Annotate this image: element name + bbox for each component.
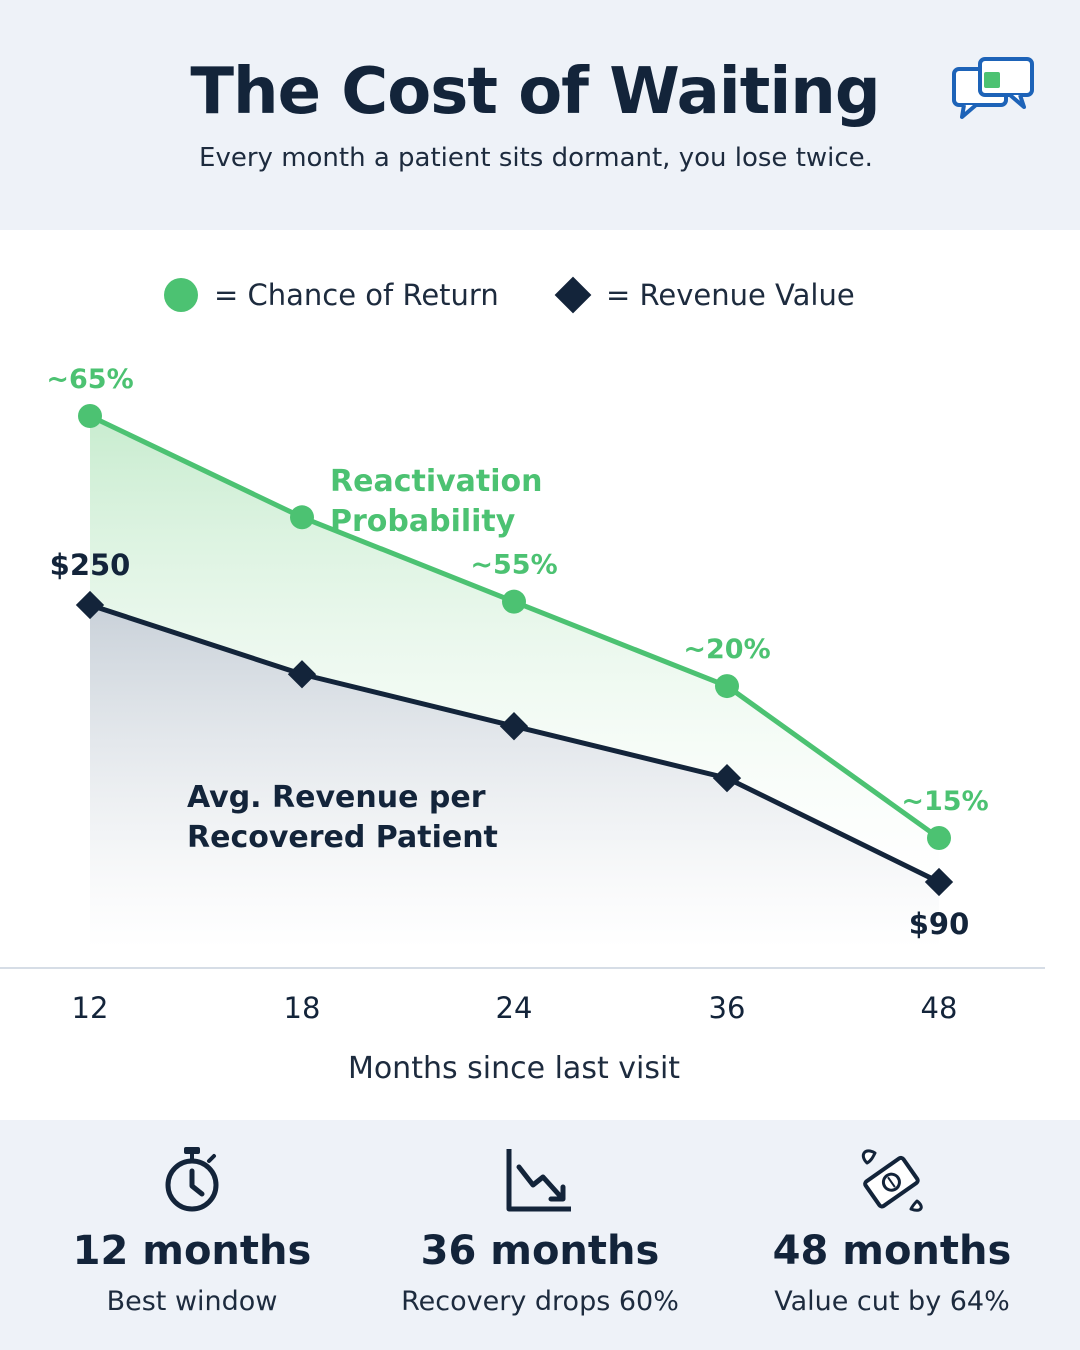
data-point-revenue-value	[287, 660, 317, 689]
legend-item-return: = Chance of Return	[164, 272, 499, 318]
data-label-chance-of-return: ~20%	[683, 634, 770, 665]
stat-label: Best window	[106, 1286, 278, 1317]
data-label-revenue-value: $250	[50, 548, 131, 582]
stat-recovery-drop: 36 months Recovery drops 60%	[360, 1120, 720, 1350]
data-point-chance-of-return	[927, 826, 951, 850]
line-chart: ~65% ~55% ~20% ~15% $250 $90 Reactivation Proba…	[0, 364, 1045, 1086]
stat-label: Recovery drops 60%	[401, 1286, 679, 1317]
revenue-area	[90, 605, 939, 948]
data-point-chance-of-return	[290, 505, 314, 530]
data-point-revenue-value	[75, 590, 105, 620]
x-tick-label: 18	[284, 991, 321, 1025]
stat-value-cut: 48 months Value cut by 64%	[712, 1120, 1072, 1350]
data-label-chance-of-return: ~15%	[901, 786, 988, 817]
flying-money-icon	[861, 1149, 923, 1212]
chat-bubbles-icon	[952, 57, 1034, 119]
data-point-revenue-value	[712, 763, 742, 793]
x-tick-label: 48	[921, 991, 958, 1025]
data-label-revenue-value: $90	[909, 907, 970, 941]
navy-diamond-icon	[554, 276, 592, 314]
x-tick-label: 36	[709, 991, 746, 1025]
data-point-revenue-value	[924, 867, 954, 897]
page-title: The Cost of Waiting	[190, 55, 880, 129]
green-circle-icon	[164, 278, 198, 312]
legend-return-label: = Chance of Return	[214, 278, 499, 312]
series-annotation-reactivation: Reactivation Probability	[330, 464, 543, 539]
stat-value: 48 months	[772, 1228, 1012, 1274]
data-point-chance-of-return	[502, 589, 526, 614]
x-tick-label: 12	[72, 991, 109, 1025]
stat-value: 36 months	[420, 1228, 660, 1274]
stat-value: 12 months	[72, 1228, 312, 1274]
chart-legend: = Chance of Return = Revenue Value	[0, 272, 1080, 322]
stat-best-window: 12 months Best window	[12, 1120, 372, 1350]
legend-revenue-label: = Revenue Value	[606, 278, 855, 312]
x-tick-label: 24	[496, 991, 533, 1025]
x-axis-label: Months since last visit	[348, 1051, 680, 1086]
declining-chart-icon	[506, 1149, 571, 1212]
stat-label: Value cut by 64%	[774, 1286, 1010, 1317]
series-annotation-revenue: Avg. Revenue per Recovered Patient	[187, 780, 498, 855]
data-point-chance-of-return	[715, 674, 739, 699]
page-subtitle: Every month a patient sits dormant, you …	[199, 143, 873, 173]
stopwatch-icon	[165, 1147, 219, 1212]
data-label-chance-of-return: ~65%	[46, 364, 133, 395]
footer-stats: 12 months Best window 36 months Recovery…	[0, 1120, 1080, 1350]
header: The Cost of Waiting Every month a patien…	[0, 0, 1080, 230]
data-point-revenue-value	[499, 712, 529, 741]
data-label-chance-of-return: ~55%	[470, 550, 557, 581]
legend-item-revenue: = Revenue Value	[554, 272, 855, 318]
data-point-chance-of-return	[78, 404, 102, 428]
